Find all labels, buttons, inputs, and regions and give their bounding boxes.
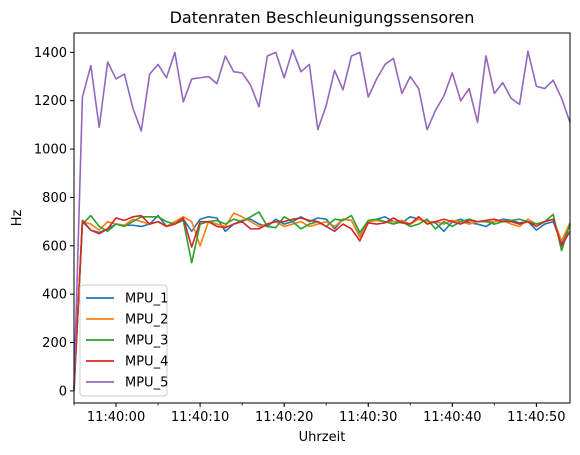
x-tick-label: 11:40:00: [87, 410, 145, 425]
y-tick-label: 200: [42, 336, 67, 351]
y-axis-title: Hz: [10, 210, 25, 227]
legend-label-mpu_4: MPU_4: [125, 355, 168, 370]
legend-label-mpu_3: MPU_3: [125, 334, 168, 349]
y-tick-label: 800: [42, 191, 67, 206]
y-tick-label: 1400: [34, 46, 67, 61]
y-tick-label: 0: [59, 384, 67, 399]
x-tick-label: 11:40:10: [171, 410, 229, 425]
legend-label-mpu_2: MPU_2: [125, 313, 168, 328]
legend: MPU_1 MPU_2 MPU_3 MPU_4 MPU_5: [79, 284, 168, 397]
y-tick-label: 600: [42, 239, 67, 254]
y-tick-label: 1000: [34, 143, 67, 158]
x-axis-title: Uhrzeit: [299, 430, 346, 445]
series-line-mpu_4: [73, 214, 571, 390]
y-tick-label: 1200: [34, 94, 67, 109]
x-tick-label: 11:40:20: [255, 410, 313, 425]
x-tick-label: 11:40:30: [339, 410, 397, 425]
y-tick-label: 400: [42, 288, 67, 303]
legend-label-mpu_1: MPU_1: [125, 292, 168, 307]
legend-label-mpu_5: MPU_5: [125, 376, 168, 391]
series-line-mpu_5: [73, 49, 571, 388]
x-tick-label: 11:40:40: [423, 410, 481, 425]
chart-title: Datenraten Beschleunigungssensoren: [170, 8, 475, 27]
legend-frame: [79, 284, 168, 397]
series-lines: [73, 49, 571, 391]
y-axis: 0 200 400 600 800 1000 1200 1400: [34, 46, 74, 399]
x-axis: 11:40:00 11:40:10 11:40:20 11:40:30 11:40:40…: [73, 403, 566, 425]
plot-frame: [73, 32, 571, 404]
x-tick-label: 11:40:50: [507, 410, 565, 425]
